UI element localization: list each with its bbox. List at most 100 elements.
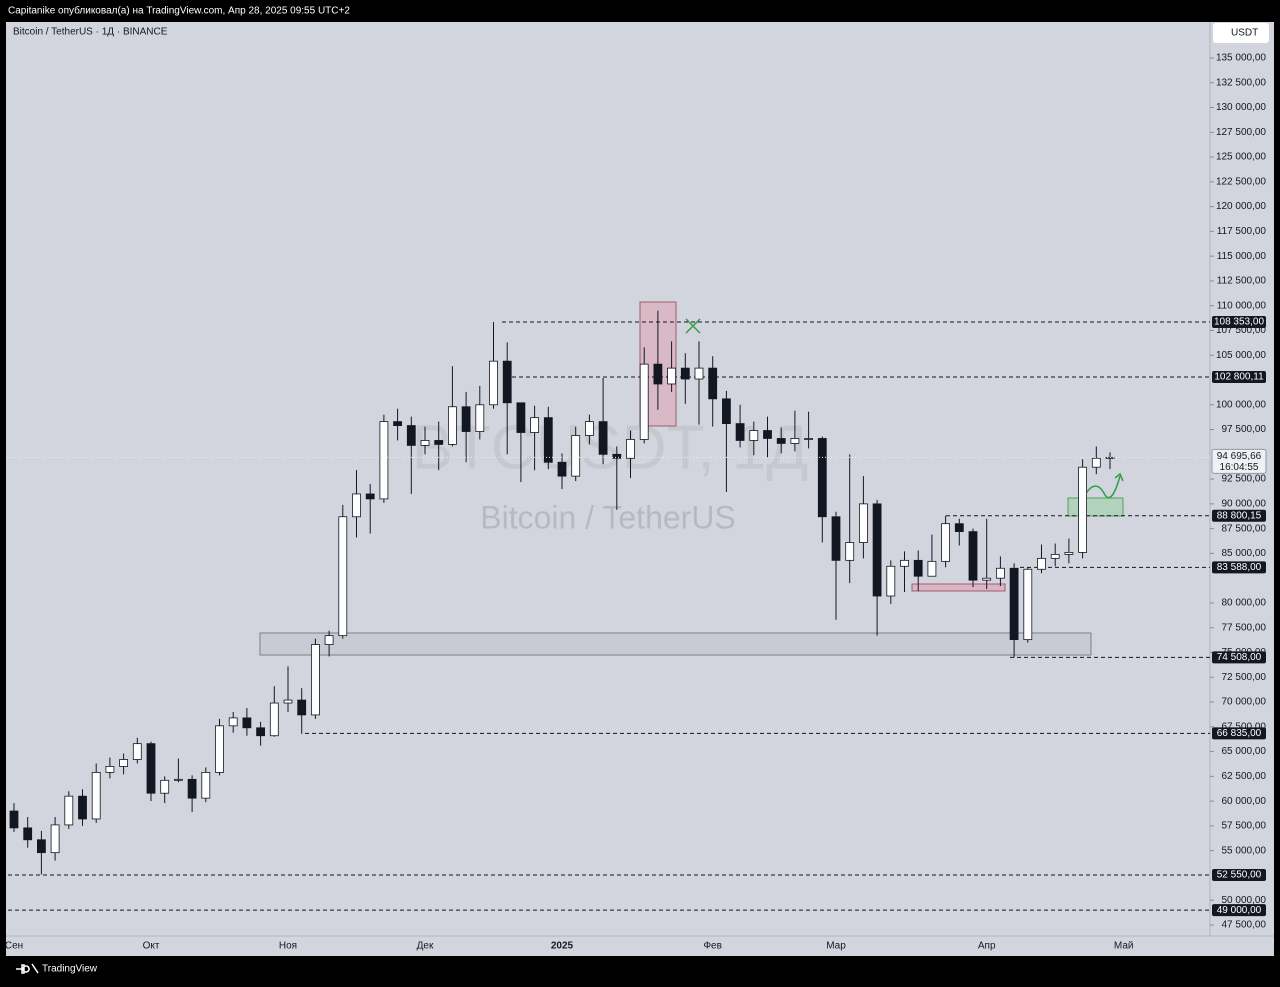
x-tick-label: Мар — [826, 941, 846, 952]
y-tick-label: 125 000,00 — [1216, 152, 1266, 163]
brand: TradingView — [42, 964, 98, 975]
candle-body — [37, 839, 46, 854]
candle-body — [735, 423, 745, 441]
currency-button[interactable] — [1213, 23, 1269, 43]
level-label-box — [1212, 904, 1266, 917]
candle-body — [1023, 568, 1033, 641]
candle-body — [653, 363, 663, 385]
level-label-box — [1212, 651, 1266, 664]
level-label: 49 000,00 — [1217, 905, 1262, 916]
candle-body — [913, 559, 923, 577]
candle-body — [461, 406, 471, 432]
level-label-box — [1212, 727, 1266, 740]
candle-body — [187, 778, 197, 799]
candle-body — [516, 402, 526, 433]
candle-body — [50, 824, 60, 854]
candle-body — [626, 439, 635, 459]
candle-body — [393, 421, 403, 426]
candle-body — [557, 461, 567, 477]
y-tick-label: 135 000,00 — [1216, 53, 1266, 64]
level-label: 108 353,00 — [1214, 317, 1264, 328]
x-tick-label: 2025 — [551, 941, 574, 952]
y-tick-label: 87 500,00 — [1222, 523, 1267, 534]
candle-body — [900, 559, 909, 567]
candle-body — [269, 702, 279, 737]
resistance-zone — [911, 583, 1006, 592]
candle-body — [968, 531, 978, 581]
candle-body — [475, 404, 485, 432]
candle-body — [941, 523, 950, 562]
candle-body — [64, 795, 74, 826]
candle-body — [804, 438, 813, 440]
candle-body — [132, 743, 142, 760]
candle-body — [283, 699, 293, 704]
candle-body — [105, 766, 115, 773]
watermark-subtitle: Bitcoin / TetherUS — [480, 499, 736, 535]
y-tick-label: 115 000,00 — [1217, 251, 1267, 262]
candle-body — [215, 725, 224, 773]
candle-body — [119, 759, 128, 767]
candle-body — [927, 560, 937, 577]
candle-body — [365, 493, 375, 500]
x-tick-label: Дек — [417, 941, 434, 952]
candle-body — [859, 503, 868, 543]
y-tick-label: 50 000,00 — [1222, 895, 1267, 906]
y-tick-label: 127 500,00 — [1216, 127, 1266, 138]
candle-body — [146, 743, 156, 794]
level-label-box — [1212, 316, 1266, 329]
candle-body — [872, 503, 882, 597]
candle-body — [598, 421, 608, 455]
candle-body — [1078, 466, 1087, 553]
candle-body — [201, 771, 211, 799]
candle-body — [434, 440, 444, 445]
level-label-box — [1212, 371, 1266, 384]
chart-background — [6, 22, 1274, 956]
x-tick-label: Сен — [5, 941, 23, 952]
y-tick-label: 122 500,00 — [1216, 176, 1266, 187]
last-price-box — [1211, 448, 1267, 474]
publisher: Capitanike опубликовал(а) на TradingView… — [8, 5, 350, 17]
candle-body — [996, 567, 1005, 579]
y-tick-label: 117 500,00 — [1217, 226, 1267, 237]
y-tick-label: 57 500,00 — [1222, 821, 1267, 832]
level-label: 102 800,11 — [1214, 372, 1264, 383]
x-tick-label: Ноя — [279, 941, 297, 952]
candle-body — [9, 810, 19, 829]
y-tick-label: 70 000,00 — [1222, 697, 1267, 708]
symbol: Bitcoin / TetherUS · 1Д · BINANCE — [13, 27, 168, 38]
candle-body — [708, 367, 718, 400]
y-tick-label: 112 500,00 — [1217, 276, 1267, 287]
y-tick-label: 72 500,00 — [1222, 672, 1267, 683]
candle-body — [749, 430, 759, 441]
level-label-box — [1212, 561, 1266, 574]
candle-body — [1050, 554, 1060, 559]
candle-body — [447, 406, 457, 445]
support-zone — [259, 632, 1092, 656]
x-tick-label: Фев — [703, 941, 721, 952]
x-tick-label: Апр — [978, 941, 996, 952]
level-label: 52 550,00 — [1217, 870, 1262, 881]
y-tick-label: 55 000,00 — [1222, 845, 1267, 856]
candle-body — [845, 542, 855, 561]
level-label: 66 835,00 — [1217, 728, 1262, 739]
candle-body — [173, 778, 183, 781]
candle-body — [324, 635, 334, 645]
y-tick-label: 107 500,00 — [1216, 325, 1266, 336]
y-tick-label: 65 000,00 — [1222, 746, 1267, 757]
currency[interactable]: USDT — [1231, 28, 1258, 39]
candle-body — [310, 644, 320, 716]
candle-body — [406, 425, 416, 446]
candle-body — [352, 493, 361, 518]
candle-body — [612, 453, 622, 459]
candle-body — [954, 523, 964, 533]
y-tick-label: 62 500,00 — [1222, 771, 1267, 782]
y-tick-label: 105 000,00 — [1216, 350, 1266, 361]
candle-body — [1037, 557, 1046, 570]
y-tick-label: 92 500,00 — [1222, 474, 1267, 485]
candle-body — [256, 727, 266, 737]
y-tick-label: 132 500,00 — [1216, 77, 1266, 88]
candle-body — [91, 771, 101, 820]
y-tick-label: 60 000,00 — [1222, 796, 1267, 807]
